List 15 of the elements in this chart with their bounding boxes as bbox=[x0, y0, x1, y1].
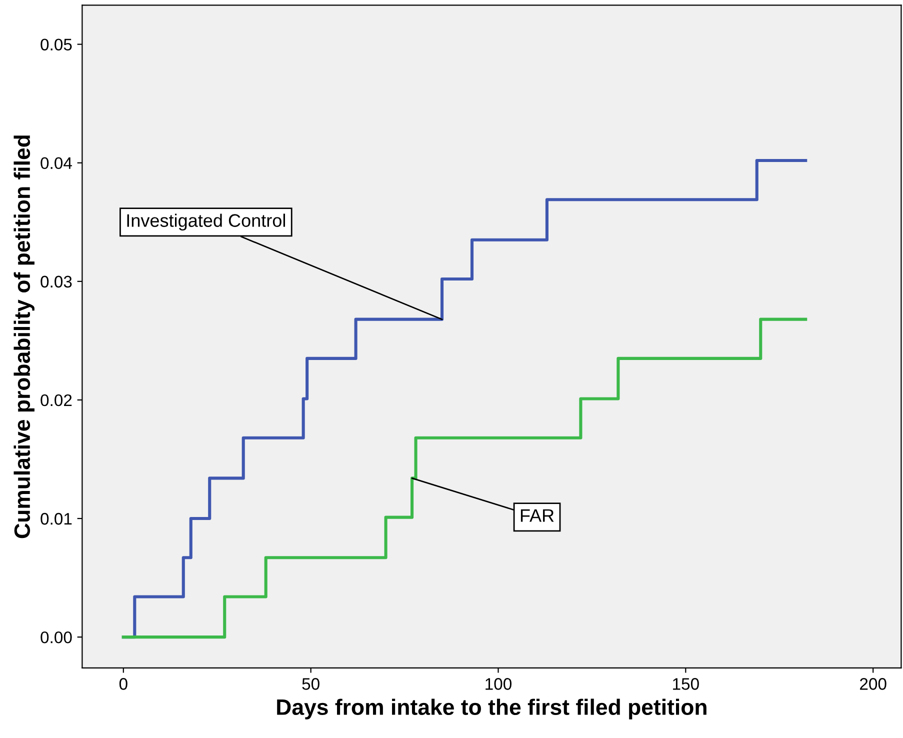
y-axis-title: Cumulative probability of petition filed bbox=[14, 136, 34, 538]
y-tick-label: 0.04 bbox=[40, 157, 72, 170]
y-tick-label: 0.00 bbox=[40, 631, 72, 644]
annotation: Investigated Control bbox=[127, 214, 285, 231]
x-tick-label: 0 bbox=[119, 678, 128, 690]
annotation: FAR bbox=[520, 509, 554, 522]
y-tick-label: 0.02 bbox=[40, 394, 72, 406]
y-tick-label: 0.05 bbox=[40, 38, 72, 50]
x-tick-label: 50 bbox=[302, 678, 320, 690]
x-tick-label: 200 bbox=[860, 678, 886, 690]
x-axis-title: Days from intake to the first filed petition bbox=[277, 698, 706, 720]
x-tick-label: 150 bbox=[673, 678, 699, 690]
x-tick-label: 100 bbox=[486, 678, 512, 690]
y-tick-label: 0.03 bbox=[40, 276, 72, 288]
y-tick-label: 0.01 bbox=[40, 512, 72, 525]
